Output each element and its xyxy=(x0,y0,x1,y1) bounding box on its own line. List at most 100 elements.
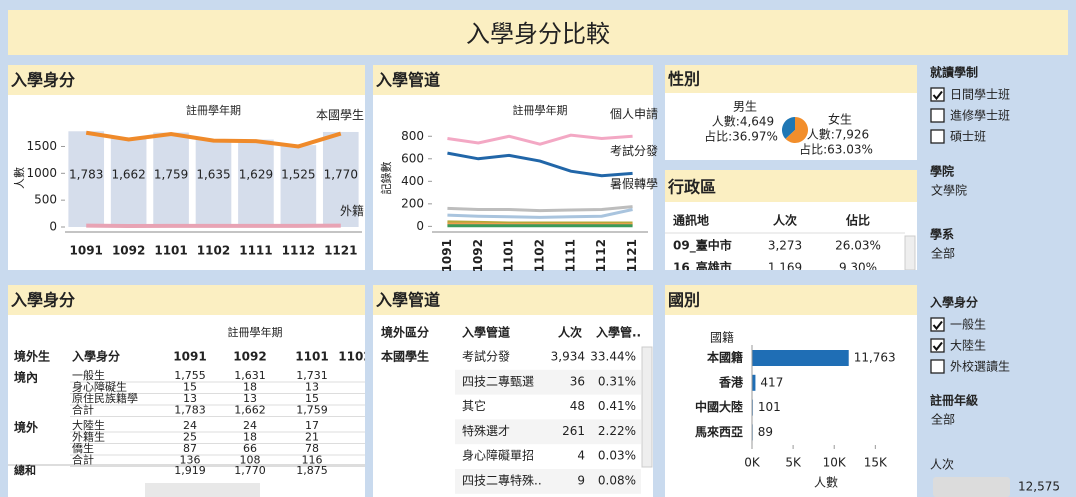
table-cell: 1,731 xyxy=(296,369,328,382)
column-header: 佔比 xyxy=(845,213,870,228)
row-band xyxy=(455,419,641,445)
table-cell: 3,273 xyxy=(768,239,802,253)
line-label: 暑假轉學 xyxy=(610,177,658,191)
checkbox[interactable] xyxy=(930,129,945,144)
bar xyxy=(153,132,189,227)
table-cell: 48 xyxy=(570,399,585,413)
table-cell: 大陸生 xyxy=(72,418,105,432)
table-cell: 26.03% xyxy=(835,239,881,253)
filter-option: 外校選讀生 xyxy=(950,359,1010,374)
x-tick-label: 1112 xyxy=(594,239,608,272)
line-label: 個人申請 xyxy=(610,107,658,121)
table-cell: 9 xyxy=(577,474,585,488)
column-header: 入學管道 xyxy=(462,325,510,340)
y-tick-label: 600 xyxy=(401,151,424,165)
filter-title: 入學身分 xyxy=(930,295,978,310)
x-axis-title: 人數 xyxy=(814,476,838,490)
table-cell: 合計 xyxy=(72,453,94,467)
table-cell: 原住民族籍學 xyxy=(72,391,138,405)
table-cell: 其它 xyxy=(462,398,486,413)
table-cell: 136 xyxy=(180,454,201,467)
y-tick-label: 1000 xyxy=(26,166,57,180)
total-cell: 1,875 xyxy=(296,464,328,477)
bar-value-label: 1,629 xyxy=(239,168,273,182)
bar xyxy=(752,350,849,366)
panel-title: 入學身分 xyxy=(11,71,75,90)
table-cell: 0.03% xyxy=(598,449,636,463)
panel-title-bar xyxy=(665,65,917,93)
table-cell: 18 xyxy=(243,381,257,394)
check-mark xyxy=(932,90,943,101)
bar-value-label: 1,770 xyxy=(324,168,358,182)
x-tick-label: 1101 xyxy=(502,239,516,272)
column-header: 1101 xyxy=(295,350,328,364)
table-cell: 4 xyxy=(577,449,585,463)
filter-option: 進修學士班 xyxy=(950,108,1010,123)
x-tick-label: 1121 xyxy=(324,244,357,258)
bar xyxy=(238,139,274,227)
check-mark xyxy=(932,341,943,352)
x-tick-label: 1092 xyxy=(471,239,485,272)
panel-title: 國別 xyxy=(668,291,700,310)
table-cell: 33.44% xyxy=(590,350,636,364)
panel xyxy=(8,285,365,497)
line-series xyxy=(447,151,633,178)
table-cell: 1,169 xyxy=(768,261,802,275)
panel-title: 入學管道 xyxy=(376,71,440,90)
line-series xyxy=(85,130,342,149)
table-cell: 1,755 xyxy=(174,369,206,382)
bar-value-label: 101 xyxy=(758,400,781,414)
y-tick-label: 200 xyxy=(401,196,424,210)
y-tick-label: 0 xyxy=(416,219,424,233)
bar-value-label: 1,525 xyxy=(281,168,315,182)
panel-title-bar xyxy=(373,285,653,315)
x-tick-label: 1101 xyxy=(154,244,187,258)
column-header: 1102 xyxy=(338,350,371,364)
x-tick-label: 1102 xyxy=(197,244,230,258)
filter-option: 日間學士班 xyxy=(950,88,1010,102)
panel-title-bar xyxy=(665,170,917,202)
total-cell: 1,919 xyxy=(174,464,206,477)
pie-value-label: 人數:7,926 xyxy=(807,128,869,142)
table-cell: 0.41% xyxy=(598,399,636,413)
table-cell: 僑生 xyxy=(72,441,94,455)
slider-track[interactable] xyxy=(933,477,1010,497)
pie-percent-label: 占比:36.97% xyxy=(704,129,778,144)
line-label: 外籍 xyxy=(340,203,364,218)
checkbox[interactable] xyxy=(930,87,945,102)
checkbox[interactable] xyxy=(930,317,945,332)
table-cell: 66 xyxy=(243,442,257,455)
table-cell: 78 xyxy=(305,442,319,455)
bar xyxy=(195,139,232,227)
bar-value-label: 1,783 xyxy=(69,168,103,182)
column-header: 入學管.. xyxy=(596,325,641,340)
table-cell: 外籍生 xyxy=(72,430,105,444)
y-axis-title: 記錄數 xyxy=(379,162,393,195)
checkbox[interactable] xyxy=(930,359,945,374)
y-tick-label: 本國籍 xyxy=(707,350,743,365)
checkbox[interactable] xyxy=(930,108,945,123)
group-label: 境外 xyxy=(14,420,38,435)
bar xyxy=(752,374,756,391)
bar xyxy=(68,131,105,227)
bar-value-label: 1,759 xyxy=(154,168,188,182)
table-cell: 15 xyxy=(305,392,319,405)
x-tick-label: 1091 xyxy=(440,239,454,272)
panel-title-bar xyxy=(665,285,917,315)
bar-value-label: 11,763 xyxy=(854,351,896,365)
pie-label: 女生 xyxy=(828,112,852,127)
table-cell: 25 xyxy=(183,431,197,444)
row-band xyxy=(455,369,641,395)
line-series xyxy=(447,205,633,213)
filter-value: 全部 xyxy=(931,246,955,261)
panel-title: 行政區 xyxy=(667,178,716,197)
table-cell: 一般生 xyxy=(72,368,105,382)
table-cell: 身心障礙生 xyxy=(72,380,127,394)
table-cell: 13 xyxy=(243,392,257,405)
scrollbar xyxy=(641,346,653,468)
table-cell: 108 xyxy=(240,454,261,467)
x-tick-label: 1111 xyxy=(563,239,577,272)
checkbox[interactable] xyxy=(930,338,945,353)
